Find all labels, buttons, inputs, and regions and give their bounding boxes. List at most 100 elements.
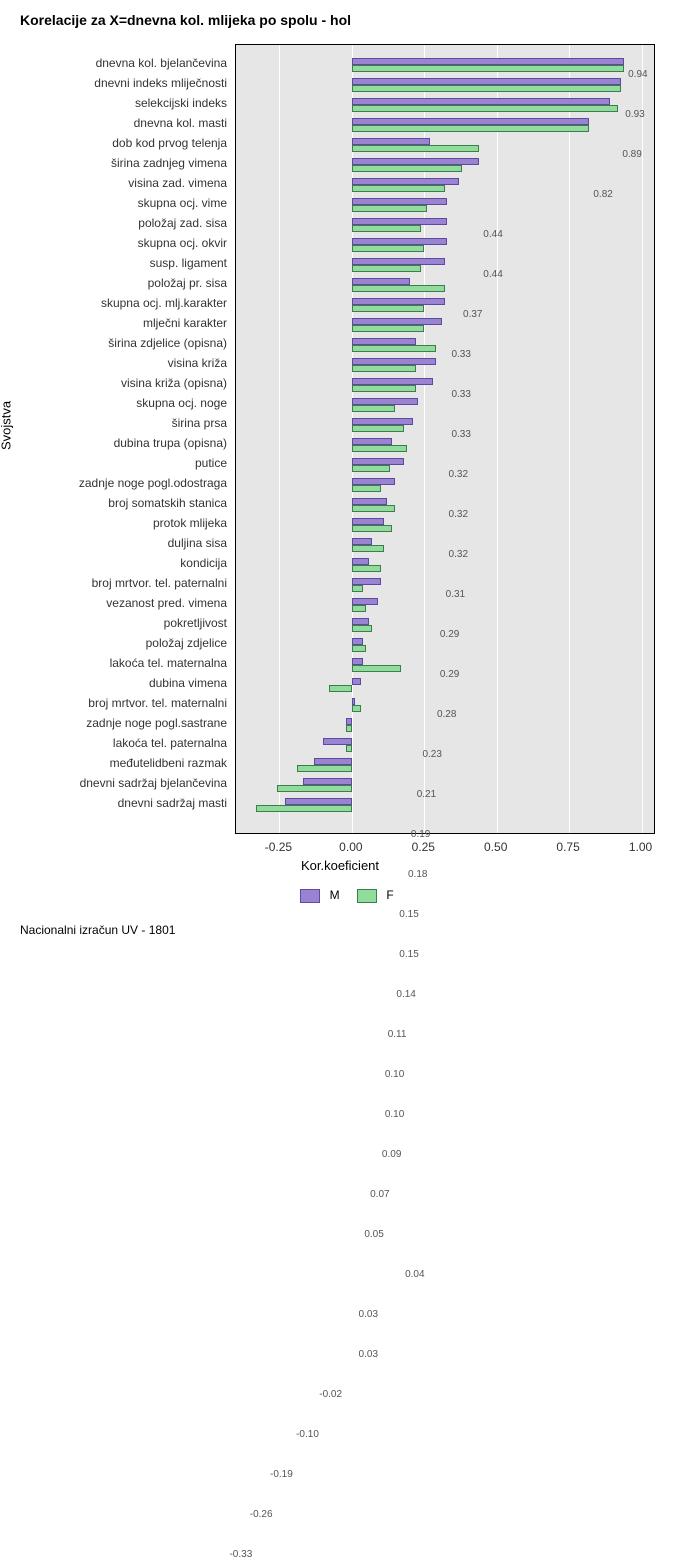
bar-f (352, 285, 445, 292)
y-tick-label: visina zad. vimena (8, 176, 227, 190)
value-label: 0.04 (405, 1269, 424, 1280)
bar-row: 0.07 (236, 615, 654, 635)
bar-f (352, 665, 401, 672)
bar-row: 0.15 (236, 475, 654, 495)
x-axis-label: Kor.koeficient (0, 858, 680, 873)
y-tick-label: dnevni sadržaj masti (8, 796, 227, 810)
bar-m (352, 518, 384, 525)
bar-f (352, 305, 424, 312)
bar-f (352, 445, 407, 452)
bar-m (352, 398, 419, 405)
y-tick-label: širina prsa (8, 416, 227, 430)
bar-row: 0.32 (236, 275, 654, 295)
bar-row: 0.21 (236, 415, 654, 435)
y-tick-label: mlječni karakter (8, 316, 227, 330)
value-label: -0.10 (296, 1429, 319, 1440)
bar-m (352, 478, 395, 485)
bar-m (352, 338, 416, 345)
bar-m (352, 78, 621, 85)
bar-row: 0.03 (236, 675, 654, 695)
bar-row: 0.31 (236, 315, 654, 335)
bar-m (352, 598, 378, 605)
bar-f (352, 145, 479, 152)
bar-f (277, 785, 352, 792)
y-tick-label: dubina trupa (opisna) (8, 436, 227, 450)
bar-m (352, 558, 369, 565)
bar-m (352, 218, 448, 225)
bar-m (352, 698, 355, 705)
bar-row: 0.32 (236, 295, 654, 315)
bar-row: 0.28 (236, 375, 654, 395)
bar-f (352, 105, 618, 112)
bar-row: 0.18 (236, 455, 654, 475)
bar-m (352, 538, 372, 545)
y-tick-label: broj mrtvor. tel. paternalni (8, 576, 227, 590)
bar-row: 0.29 (236, 355, 654, 375)
bar-f (352, 405, 395, 412)
value-label: 0.07 (370, 1189, 389, 1200)
bar-row: -0.10 (236, 735, 654, 755)
bar-row: 0.11 (236, 535, 654, 555)
bar-row: 0.05 (236, 635, 654, 655)
bar-m (323, 738, 352, 745)
value-label: 0.09 (382, 1149, 401, 1160)
y-tick-label: kondicija (8, 556, 227, 570)
bar-m (285, 798, 352, 805)
y-tick-label: dnevni sadržaj bjelančevina (8, 776, 227, 790)
bar-f (256, 805, 352, 812)
bar-m (352, 618, 369, 625)
y-tick-label: dubina vimena (8, 676, 227, 690)
x-tick: 0.00 (339, 840, 362, 854)
bar-f (346, 725, 352, 732)
bar-m (352, 498, 387, 505)
bar-row: 0.44 (236, 135, 654, 155)
y-tick-label: duljina sisa (8, 536, 227, 550)
bar-row: 0.33 (236, 215, 654, 235)
y-tick-label: visina križa (8, 356, 227, 370)
bar-row: 0.94 (236, 55, 654, 75)
value-label: 0.11 (388, 1029, 407, 1040)
y-tick-label: protok mlijeka (8, 516, 227, 530)
bar-row: 0.23 (236, 395, 654, 415)
bar-row: 0.10 (236, 555, 654, 575)
bar-row: 0.10 (236, 575, 654, 595)
y-tick-label: skupna ocj. vime (8, 196, 227, 210)
y-tick-label: selekcijski indeks (8, 96, 227, 110)
bar-m (352, 298, 445, 305)
bar-m (352, 138, 430, 145)
x-tick: 0.75 (556, 840, 579, 854)
bar-m (352, 118, 590, 125)
legend-label-f: F (386, 888, 393, 902)
legend: M F (0, 888, 680, 903)
bar-row: 0.14 (236, 515, 654, 535)
bar-row: -0.33 (236, 795, 654, 815)
y-tick-label: pokretljivost (8, 616, 227, 630)
bar-f (352, 625, 372, 632)
bar-f (352, 705, 361, 712)
bar-m (314, 758, 352, 765)
bar-row: 0.29 (236, 335, 654, 355)
y-tick-label: zadnje noge pogl.sastrane (8, 716, 227, 730)
bar-row: 0.82 (236, 115, 654, 135)
bar-row: 0.09 (236, 595, 654, 615)
value-label: 0.10 (385, 1069, 404, 1080)
value-label: 0.03 (359, 1309, 378, 1320)
bar-m (352, 378, 433, 385)
bar-row: 0.33 (236, 195, 654, 215)
bar-f (297, 765, 352, 772)
bar-f (352, 465, 390, 472)
y-tick-label: skupna ocj. okvir (8, 236, 227, 250)
x-tick: -0.25 (265, 840, 292, 854)
y-tick-label: dob kod prvog telenja (8, 136, 227, 150)
value-label: -0.33 (229, 1549, 252, 1560)
bar-row: 0.04 (236, 655, 654, 675)
bar-row: 0.37 (236, 175, 654, 195)
bar-m (352, 238, 448, 245)
legend-label-m: M (330, 888, 340, 902)
bar-m (352, 578, 381, 585)
bar-f (329, 685, 352, 692)
y-tick-label: skupna ocj. noge (8, 396, 227, 410)
y-tick-label: susp. ligament (8, 256, 227, 270)
bar-m (352, 358, 436, 365)
bar-m (352, 198, 448, 205)
